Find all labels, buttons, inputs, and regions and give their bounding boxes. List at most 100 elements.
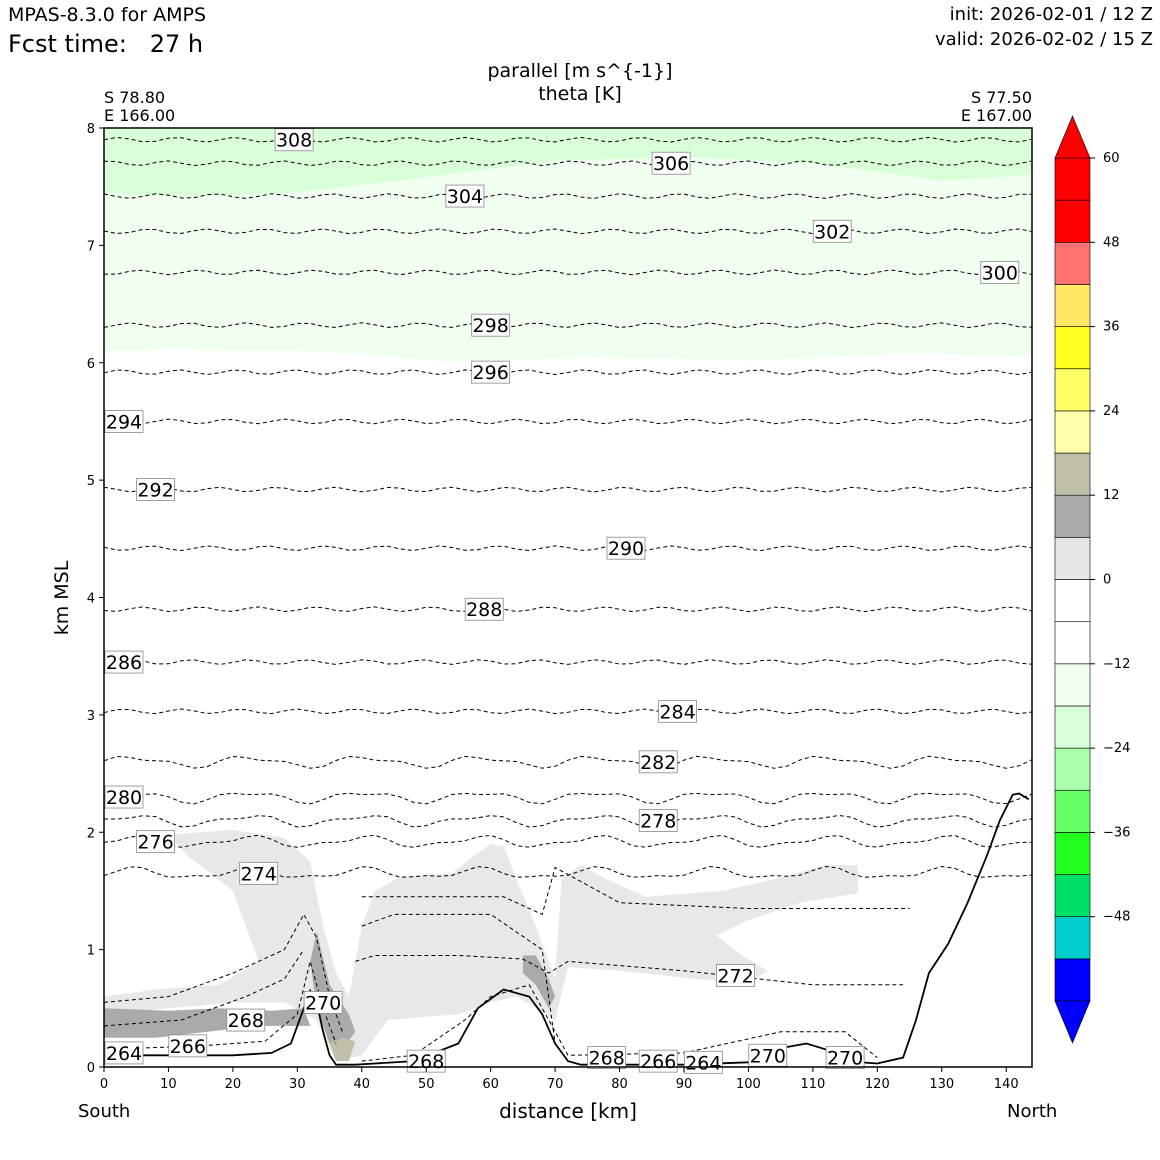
colorbar-segment [1054, 242, 1091, 285]
contour-label-270: 270 [748, 1043, 788, 1067]
south-label: South [78, 1101, 131, 1122]
contour-label-text: 292 [137, 480, 173, 502]
colorbar-extend-high [1054, 115, 1091, 159]
forecast-time: Fcst time: 27 h [8, 30, 203, 58]
contour-label-text: 270 [305, 992, 341, 1014]
contour-label-266: 266 [638, 1049, 678, 1073]
contour-label-text: 300 [982, 262, 1018, 284]
contour-label-text: 286 [106, 652, 142, 674]
contour-label-306: 306 [651, 151, 691, 175]
contour-label-302: 302 [812, 219, 852, 243]
contour-label-text: 264 [106, 1043, 142, 1065]
colorbar-segment [1054, 284, 1091, 327]
colorbar-segment [1054, 368, 1091, 412]
colorbar-segment [1054, 579, 1091, 622]
colorbar-tick-label: −48 [1103, 910, 1130, 925]
contour-label-box [716, 964, 755, 987]
contour-label-text: 308 [276, 130, 312, 152]
colorbar-segment [1054, 452, 1091, 496]
contour-label-box [587, 1046, 627, 1070]
theta-contour-282 [104, 755, 1032, 769]
colorbar-segment [1054, 621, 1091, 665]
model-title: MPAS-8.3.0 for AMPS [8, 4, 207, 26]
contour-label-text: 272 [717, 965, 753, 987]
contour-label-text: 302 [814, 221, 850, 243]
colorbar-segment [1054, 705, 1091, 749]
x-tick-label: 40 [354, 1077, 371, 1092]
contour-label-box [136, 478, 175, 501]
shade-olive [329, 1037, 356, 1062]
colorbar-tick-label: 0 [1103, 573, 1111, 588]
contour-label-296: 296 [471, 360, 511, 384]
contour-label-text: 278 [640, 811, 676, 833]
fcst-label: Fcst time: [8, 30, 127, 58]
y-tick-label: 0 [87, 1061, 95, 1076]
fcst-value: 27 h [149, 30, 204, 58]
contour-label-box [825, 1046, 865, 1070]
contour-label-288: 288 [464, 597, 504, 621]
y-tick-label: 8 [87, 122, 95, 137]
x-tick-label: 120 [865, 1077, 890, 1092]
contour-label-box [303, 991, 343, 1014]
shade-gray-light [104, 829, 858, 1062]
colorbar-segment [1054, 537, 1091, 580]
contour-label-text: 282 [640, 752, 676, 774]
theta-contour-low-5 [361, 913, 556, 1044]
contour-label-box [980, 260, 1020, 284]
contour-label-text: 290 [608, 538, 644, 560]
contour-label-308: 308 [274, 128, 314, 152]
colorbar-tick-label: −12 [1103, 657, 1130, 672]
colorbar-segment [1054, 832, 1091, 875]
colorbar-segment [1054, 747, 1091, 791]
contour-label-text: 294 [106, 411, 142, 433]
colorbar-tick-label: 24 [1103, 404, 1120, 419]
north-label: North [1007, 1101, 1058, 1122]
contour-label-270: 270 [303, 991, 343, 1014]
contour-label-text: 276 [137, 832, 173, 854]
theta-contour-296 [104, 369, 1032, 376]
theta-contour-306 [104, 160, 1032, 167]
axes: 0 10 20 30 40 50 60 70 80 90 100 110 120 130 140 0 1 2 3 4 5… [87, 122, 1019, 1092]
x-tick-label: 20 [225, 1077, 242, 1092]
theta-contour-low-0 [104, 959, 337, 1050]
wind-shading [104, 128, 1032, 1062]
contour-label-268: 268 [587, 1046, 627, 1070]
x-tick-label: 80 [611, 1077, 628, 1092]
contour-label-text: 298 [473, 315, 509, 337]
contour-label-280: 280 [104, 785, 144, 809]
colorbar-tick-label: −36 [1103, 825, 1130, 840]
contour-label-box [445, 184, 485, 208]
theta-contour-low-3 [361, 984, 878, 1062]
right-lon: E 167.00 [960, 106, 1032, 125]
y-tick-label: 4 [87, 592, 95, 607]
contour-label-box [136, 830, 175, 854]
theta-contour-280 [104, 792, 1032, 805]
x-tick-label: 30 [289, 1077, 306, 1092]
colorbar: −48 −36 −24 −12 0 12 24 36 48 60 [1054, 115, 1130, 1044]
x-tick-label: 140 [994, 1077, 1019, 1092]
theta-contour-low-2 [104, 913, 343, 1032]
contour-label-box [658, 699, 697, 723]
shade-gray-dark-2 [310, 932, 356, 1050]
contour-label-box [104, 785, 144, 809]
valid-time: valid: 2026-02-02 / 15 Z [935, 29, 1153, 50]
contour-label-290: 290 [606, 536, 646, 560]
contour-label-text: 270 [750, 1045, 786, 1067]
x-tick-label: 110 [800, 1077, 825, 1092]
contour-label-box [104, 650, 144, 674]
contour-label-286: 286 [104, 650, 144, 674]
contour-label-274: 274 [239, 861, 279, 885]
theta-contour-low-4 [355, 955, 904, 986]
contour-label-text: 304 [447, 186, 483, 208]
theta-contour-292 [104, 486, 1032, 493]
x-axis-label: distance [km] [499, 1099, 637, 1123]
contour-label-box [239, 861, 279, 885]
contour-label-box [471, 360, 511, 384]
colorbar-segment [1054, 874, 1091, 917]
contour-label-box [638, 809, 678, 832]
contour-label-282: 282 [638, 750, 678, 774]
contour-label-292: 292 [136, 478, 175, 502]
colorbar-segment [1054, 410, 1091, 454]
contour-label-text: 264 [685, 1052, 721, 1074]
right-endpoint-coords: S 77.50 E 167.00 [961, 89, 1032, 125]
